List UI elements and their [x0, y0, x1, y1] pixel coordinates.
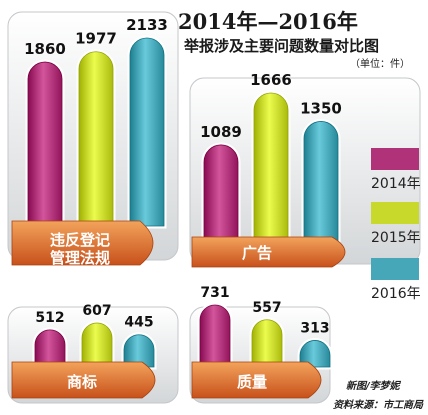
bar: [123, 334, 155, 368]
group-pedestal: [11, 220, 154, 266]
group-pedestal: [191, 236, 346, 268]
bar-value-label: 557: [252, 300, 281, 316]
bar-value-label: 1977: [75, 30, 117, 48]
legend-swatch: [371, 258, 419, 280]
bar: [129, 37, 165, 227]
group-pedestal: [191, 361, 322, 399]
group-pedestal: [11, 361, 156, 399]
bar: [34, 329, 66, 368]
bar-value-label: 313: [300, 320, 329, 336]
bar: [81, 322, 113, 368]
bar-value-label: 1350: [300, 99, 342, 117]
author-credit: 新图/李梦妮: [346, 380, 402, 392]
chart-title: 2014年—2016年: [178, 9, 358, 34]
legend-label: 2015年: [371, 230, 421, 246]
bar-value-label: 731: [200, 285, 229, 301]
bars-layer: 1860 1977 2133 1089 1666 1350 512 607 445 731 557 3…: [24, 16, 342, 370]
unit-label: （单位：件）: [350, 57, 410, 70]
group-label: 管理法规: [50, 249, 110, 267]
source-credit: 资料来源：市工商局: [333, 399, 424, 411]
bar-value-label: 1666: [250, 71, 292, 89]
bar-value-label: 445: [124, 315, 153, 331]
group-label: 质量: [237, 373, 267, 391]
legend-swatch: [371, 202, 419, 224]
bar: [251, 319, 283, 368]
legend-swatch: [371, 148, 419, 170]
bar: [27, 61, 63, 227]
legend: 2014年 2015年 2016年: [371, 148, 421, 302]
group-label: 违反登记: [50, 231, 110, 249]
group-label: 商标: [67, 373, 97, 391]
bar-value-label: 607: [82, 303, 111, 319]
legend-label: 2016年: [371, 286, 421, 302]
legend-label: 2014年: [371, 176, 421, 192]
bar: [199, 304, 231, 368]
chart-subtitle: 举报涉及主要问题数量对比图: [183, 37, 379, 55]
bar-value-label: 1860: [24, 40, 66, 58]
bar: [303, 121, 339, 244]
bar-value-label: 1089: [200, 123, 242, 141]
bar: [203, 144, 239, 244]
bar-value-label: 512: [35, 310, 64, 326]
group-label: 广告: [242, 244, 272, 262]
bar-value-label: 2133: [126, 16, 168, 34]
bar: [299, 340, 331, 368]
bar: [253, 92, 289, 244]
bar: [78, 51, 114, 227]
